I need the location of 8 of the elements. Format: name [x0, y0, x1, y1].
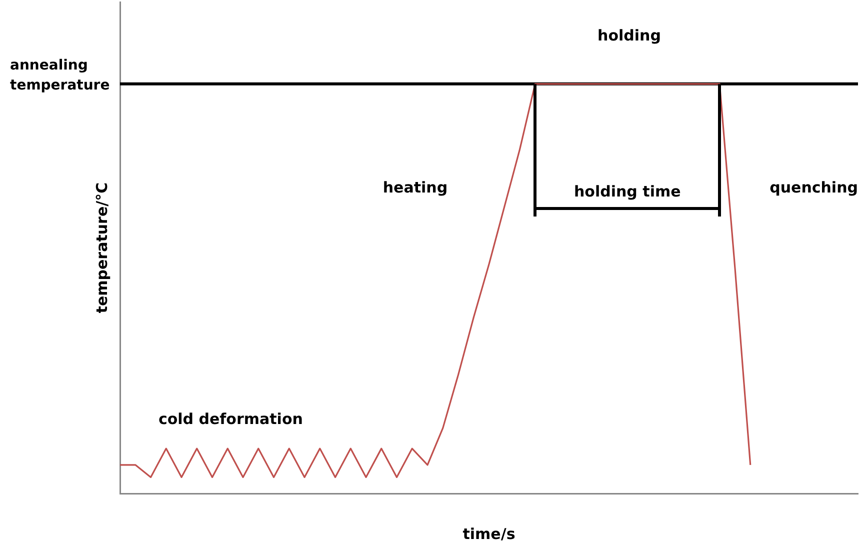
- annotation: holding time: [574, 182, 681, 200]
- y-axis-title: temperature/°C: [92, 182, 111, 314]
- ref-line-label: annealing temperature: [10, 58, 110, 94]
- text: holding: [598, 26, 661, 44]
- x-axis-title: time/s: [462, 524, 516, 543]
- annotation: heating: [382, 178, 448, 197]
- annotation: cold deformation: [158, 410, 303, 428]
- annotation: quenching: [770, 178, 858, 197]
